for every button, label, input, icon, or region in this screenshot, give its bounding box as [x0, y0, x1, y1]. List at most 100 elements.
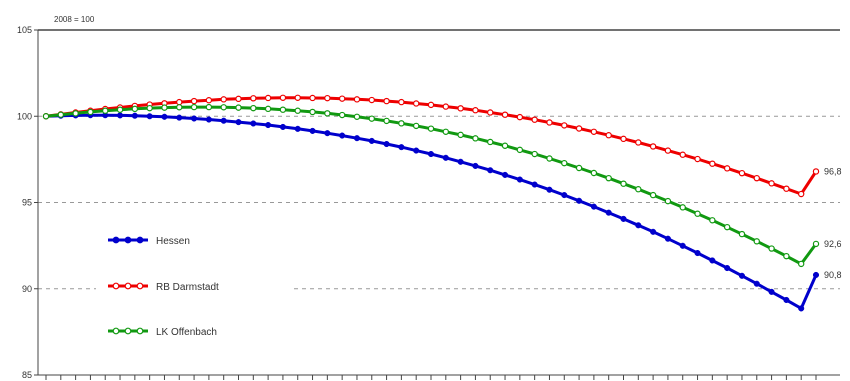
data-point [146, 104, 153, 112]
data-point [783, 185, 790, 192]
data-point [768, 288, 775, 295]
data-point [635, 139, 642, 146]
legend: Hessen RB Darmstadt LK Offenbach [108, 236, 219, 338]
legend-swatch-marker [124, 327, 132, 335]
data-point [264, 105, 272, 113]
legend-swatch-marker [112, 327, 120, 335]
data-point [398, 144, 405, 151]
data-point [812, 240, 820, 248]
legend-item-1: RB Darmstadt [108, 282, 219, 293]
data-point [87, 108, 94, 116]
data-point [531, 181, 538, 188]
legend-swatch-marker [112, 282, 120, 290]
data-point [501, 171, 509, 178]
data-point [191, 115, 198, 122]
data-point [783, 252, 790, 260]
data-point [235, 104, 242, 111]
data-point [753, 238, 760, 245]
legend-label: LK Offenbach [156, 327, 217, 338]
data-point [368, 137, 375, 144]
data-point [398, 98, 405, 106]
data-point [161, 104, 168, 111]
data-point [694, 155, 701, 163]
y-tick-label: 100 [17, 111, 32, 121]
data-point [176, 114, 183, 121]
data-point [576, 197, 583, 204]
data-point [338, 95, 346, 102]
data-point [738, 230, 746, 238]
data-point [709, 257, 716, 264]
data-point [235, 95, 242, 103]
data-point [102, 107, 109, 114]
data-point [738, 272, 746, 279]
data-point [205, 116, 212, 123]
data-point [664, 147, 672, 154]
data-point [783, 296, 790, 304]
data-point [487, 167, 494, 174]
data-point [590, 203, 597, 210]
data-point [427, 101, 435, 109]
data-point [723, 165, 731, 172]
data-point [294, 107, 301, 114]
series-lk-offenbach [42, 103, 820, 268]
data-point [368, 96, 375, 104]
data-point [427, 150, 435, 158]
data-point [294, 125, 301, 132]
data-point [531, 116, 538, 123]
data-point [575, 164, 583, 172]
data-point [57, 111, 65, 118]
data-point [383, 117, 390, 125]
legend-item-2: LK Offenbach [108, 327, 217, 338]
data-point [339, 132, 346, 139]
data-point [413, 147, 420, 154]
data-point [516, 146, 524, 154]
data-point [72, 110, 79, 117]
data-point [324, 130, 331, 137]
data-point [220, 117, 227, 124]
data-point [605, 132, 612, 139]
data-point [709, 217, 716, 224]
data-point [724, 265, 731, 272]
data-point [398, 120, 405, 127]
data-point [620, 180, 627, 187]
y-tick-label: 95 [22, 198, 32, 208]
data-point [265, 121, 272, 129]
data-point [116, 106, 124, 113]
data-point [353, 96, 361, 103]
data-point [590, 169, 598, 177]
data-point [250, 95, 257, 102]
end-labels: 90,8 96,8 92,6 [824, 166, 842, 280]
data-point [768, 180, 775, 187]
data-point [664, 197, 672, 205]
legend-label: RB Darmstadt [156, 282, 219, 293]
data-point [649, 191, 657, 199]
data-point [620, 215, 627, 222]
data-point [546, 186, 553, 193]
data-point [250, 120, 257, 127]
data-point [472, 162, 479, 169]
data-point [753, 280, 760, 287]
data-point [264, 94, 272, 102]
data-point [605, 209, 612, 216]
data-point [412, 100, 420, 107]
data-point [709, 160, 716, 167]
data-point [546, 119, 553, 126]
data-point [516, 176, 523, 183]
data-point [797, 190, 805, 198]
data-point [797, 260, 805, 268]
data-point [635, 186, 642, 193]
data-point [620, 135, 627, 143]
data-point [309, 127, 316, 134]
end-value-label: 90,8 [824, 270, 842, 280]
data-point [694, 210, 701, 217]
data-point [324, 94, 331, 102]
data-point [190, 103, 198, 111]
data-point [279, 106, 287, 113]
legend-swatch-marker [136, 236, 144, 244]
data-point [723, 223, 731, 231]
data-point [442, 128, 450, 135]
x-ticks [45, 375, 817, 380]
y-tick-label: 90 [22, 284, 32, 294]
end-value-label: 92,6 [824, 239, 842, 249]
legend-swatch-marker [136, 327, 144, 335]
